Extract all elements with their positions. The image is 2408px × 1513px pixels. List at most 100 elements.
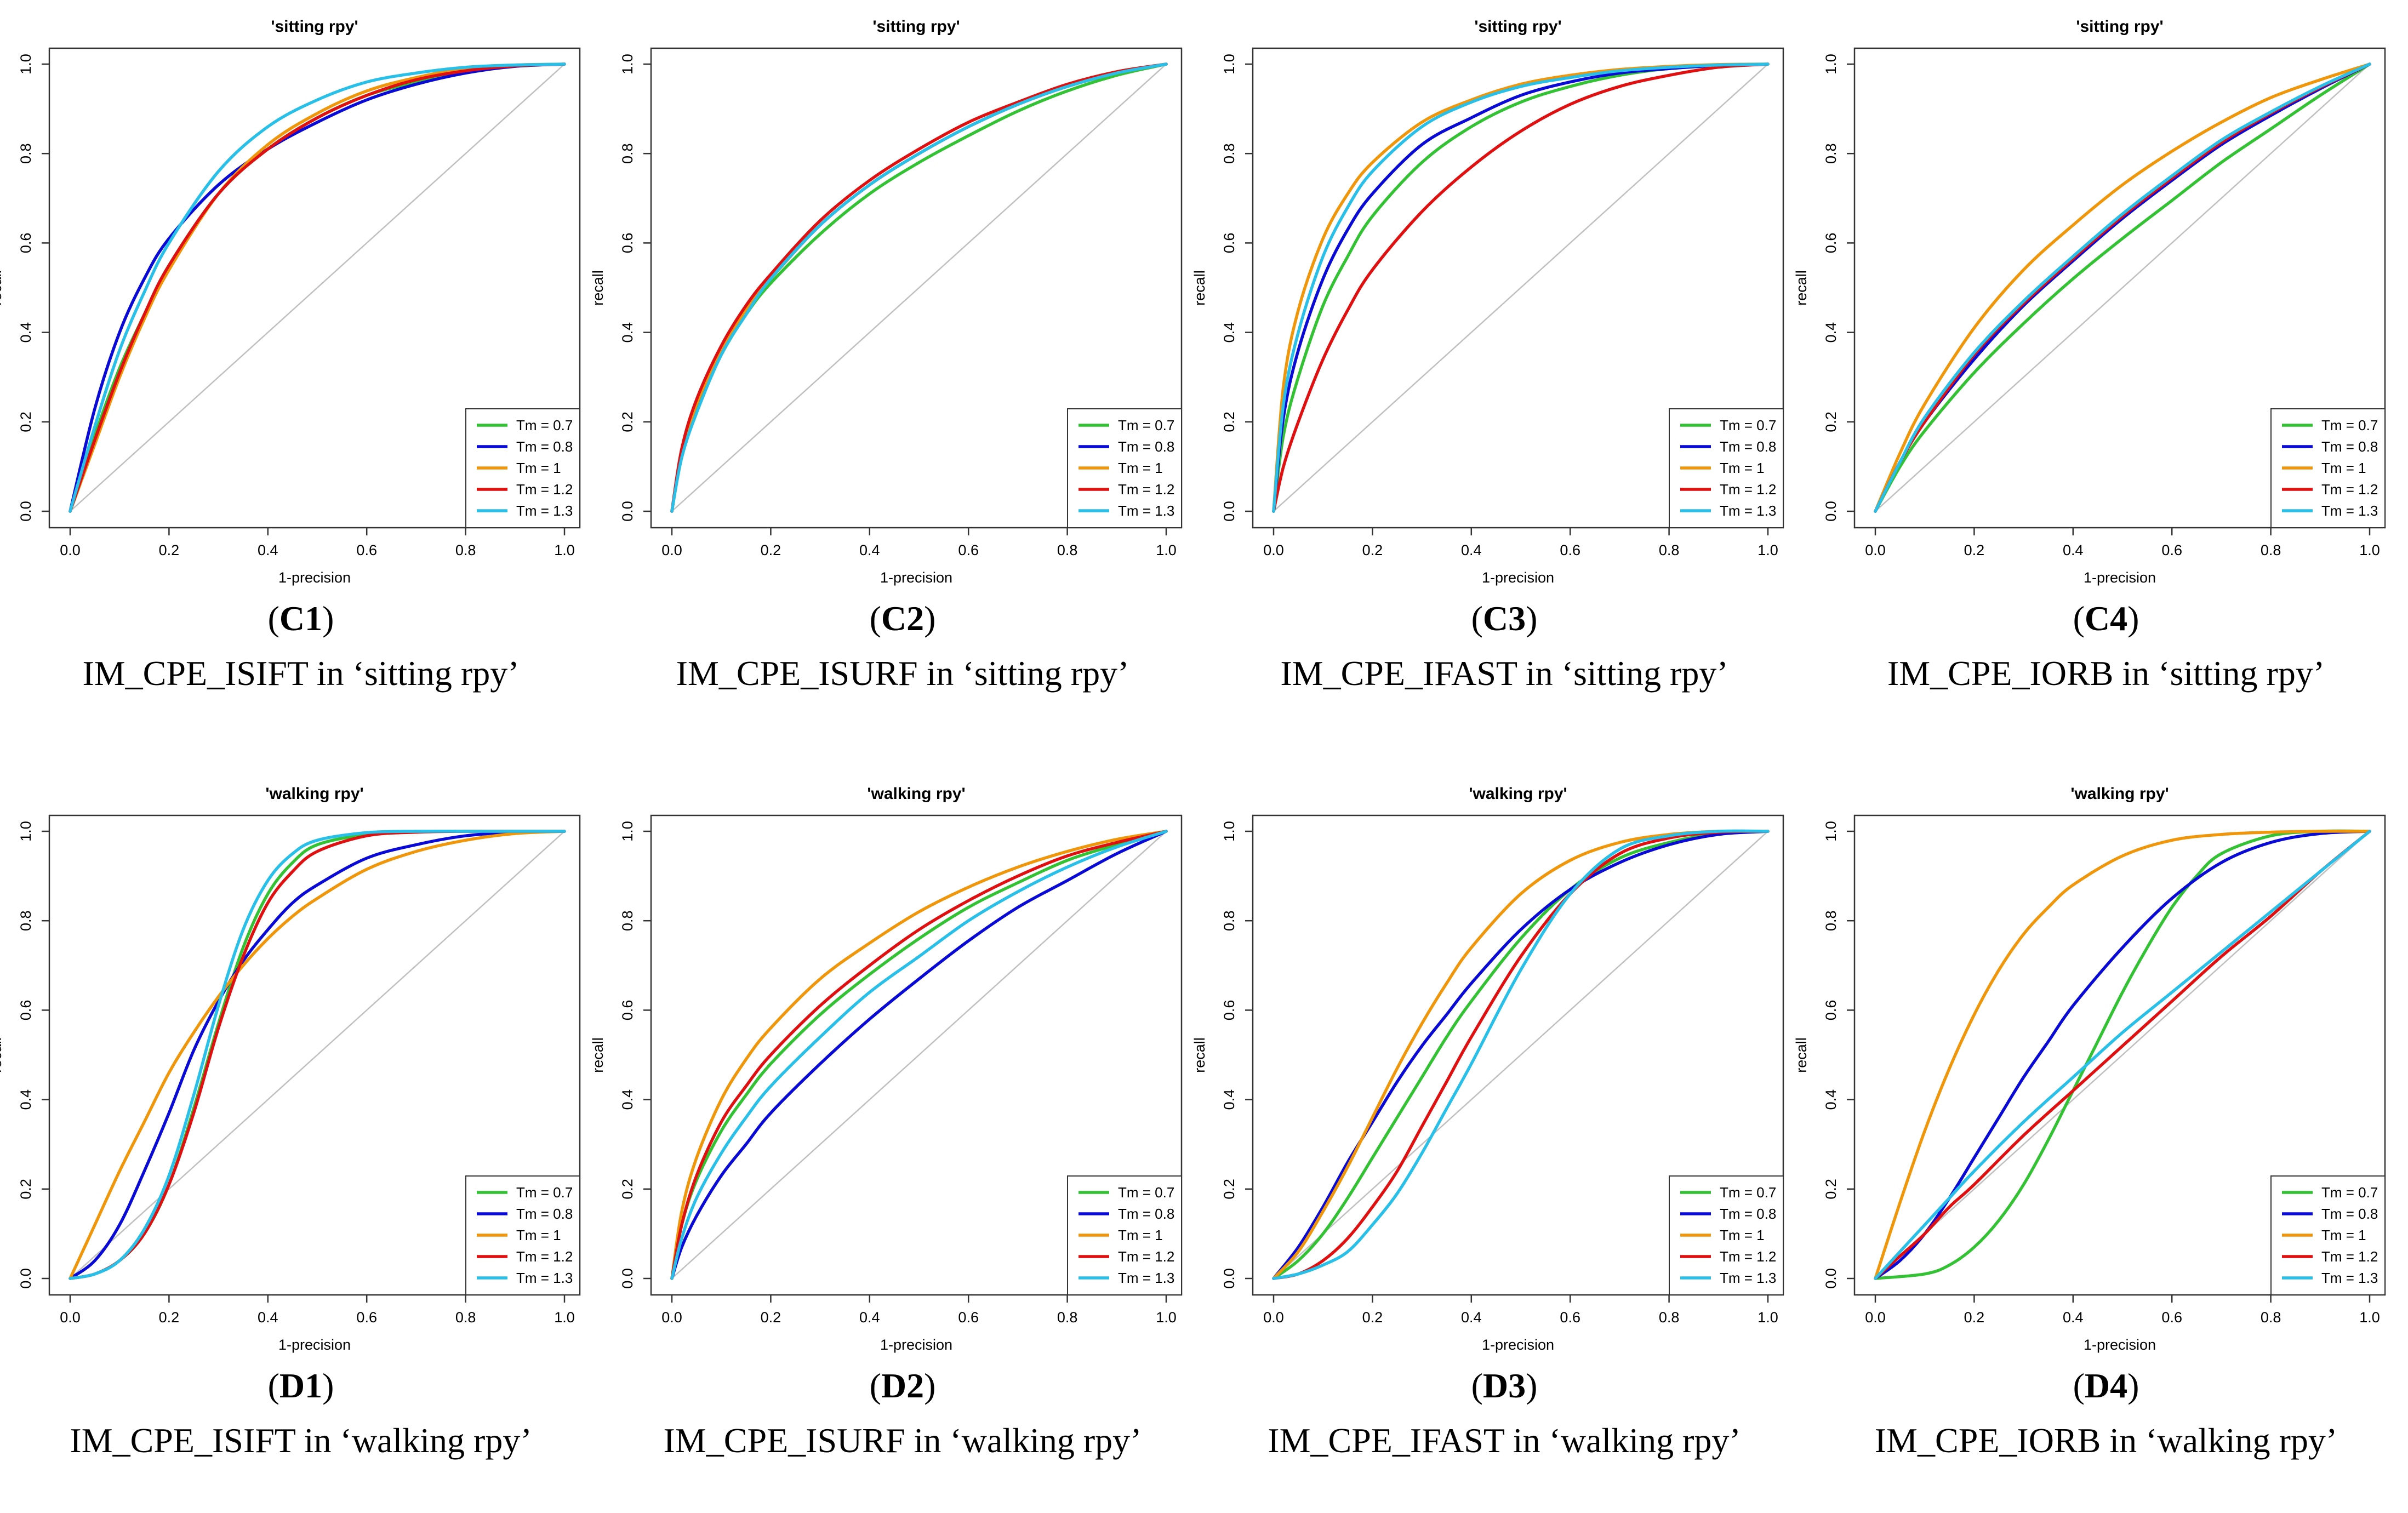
y-tick-label: 0.0: [619, 1268, 636, 1289]
diagonal-line: [671, 831, 1167, 1279]
y-tick-label: 0.4: [1221, 322, 1237, 343]
y-tick-label: 0.8: [18, 143, 34, 164]
legend-label: Tm = 1.3: [2321, 1270, 2378, 1286]
legend-label: Tm = 1: [516, 460, 561, 476]
series-line-tm-1-2: [1874, 830, 2371, 1280]
legend-label: Tm = 1.2: [1720, 481, 1776, 498]
chart-D2: 'walking rpy' 0.0 0.0 0.2 0.2 0.4 0.4 0.6 0.6 0.8…: [590, 785, 1183, 1353]
legend-label: Tm = 0.8: [1720, 1206, 1776, 1222]
series-line-tm-0-8: [1272, 62, 1770, 513]
x-tick-label: 0.0: [1263, 542, 1284, 558]
x-tick-label: 0.4: [859, 542, 880, 558]
legend-label: Tm = 1: [516, 1227, 561, 1243]
x-tick-label: 1.0: [554, 542, 575, 558]
chart-C2: 'sitting rpy' 0.0 0.0 0.2 0.2 0.4 0.4 0.6 0.6 0.8…: [590, 18, 1183, 586]
chart-title: 'sitting rpy': [271, 18, 358, 36]
panel-caption-id-text: D4: [2084, 1366, 2128, 1405]
series-line-tm-1-3: [69, 62, 566, 513]
y-axis-label: recall: [1191, 1037, 1208, 1073]
series-line-tm-1-3: [1272, 62, 1770, 513]
legend-label: Tm = 0.7: [516, 417, 573, 433]
x-tick-label: 0.2: [159, 1309, 180, 1326]
legend-label: Tm = 0.8: [2321, 1206, 2378, 1222]
diagonal-line: [1273, 64, 1768, 512]
x-tick-label: 0.2: [761, 542, 781, 558]
y-tick-label: 0.4: [18, 1089, 34, 1110]
x-tick-label: 0.8: [2261, 1309, 2281, 1326]
chart-D1: 'walking rpy' 0.0 0.0 0.2 0.2 0.4 0.4 0.6 0.6 0.8…: [0, 785, 581, 1353]
legend-label: Tm = 0.7: [2321, 1184, 2378, 1201]
y-axis-label: recall: [0, 1037, 4, 1073]
legend-label: Tm = 0.8: [1720, 438, 1776, 455]
x-axis-label: 1-precision: [1482, 569, 1554, 586]
x-tick-label: 1.0: [1156, 542, 1177, 558]
x-tick-label: 0.6: [2161, 542, 2182, 558]
legend-label: Tm = 1.2: [516, 1248, 573, 1265]
x-tick-label: 0.6: [1560, 542, 1580, 558]
legend-label: Tm = 1.3: [1118, 503, 1174, 519]
y-tick-label: 1.0: [18, 821, 34, 842]
legend-label: Tm = 0.8: [516, 1206, 573, 1222]
legend-label: Tm = 1.3: [2321, 503, 2378, 519]
legend-label: Tm = 1: [1118, 1227, 1163, 1243]
panel-caption: IM_CPE_ISIFT in ‘sitting rpy’: [82, 654, 520, 693]
plot-frame: [48, 47, 581, 529]
x-tick-label: 0.6: [356, 1309, 377, 1326]
panel-caption: IM_CPE_ISIFT in ‘walking rpy’: [70, 1421, 532, 1460]
x-tick-label: 1.0: [2359, 542, 2380, 558]
panel-caption-id: (D4): [2073, 1366, 2139, 1405]
chart-C3: 'sitting rpy' 0.0 0.0 0.2 0.2 0.4 0.4 0.6 0.6 0.8…: [1191, 18, 1784, 586]
y-tick-label: 0.6: [18, 233, 34, 254]
chart-title: 'walking rpy': [265, 785, 363, 803]
x-tick-label: 0.6: [958, 542, 979, 558]
x-tick-label: 0.4: [258, 542, 278, 558]
series-line-tm-1-2: [69, 62, 566, 513]
y-tick-label: 0.8: [18, 910, 34, 931]
y-tick-label: 1.0: [1221, 54, 1237, 75]
y-tick-label: 0.6: [1823, 233, 1839, 254]
chart-title: 'sitting rpy': [872, 18, 960, 36]
x-axis-label: 1-precision: [1482, 1337, 1554, 1353]
panel-caption-id-text: D2: [881, 1366, 925, 1405]
y-tick-label: 0.8: [619, 143, 636, 164]
legend: Tm = 0.7 Tm = 0.8 Tm = 1 Tm = 1.2 Tm = 1.3: [2270, 1175, 2386, 1295]
legend-label: Tm = 0.7: [2321, 417, 2378, 433]
legend-label: Tm = 0.8: [1118, 1206, 1174, 1222]
panel-caption-id-text: C4: [2084, 599, 2128, 638]
legend-label: Tm = 0.8: [1118, 438, 1174, 455]
legend-label: Tm = 0.8: [2321, 438, 2378, 455]
y-tick-label: 0.2: [619, 1179, 636, 1200]
series-line-tm-1-2: [670, 830, 1168, 1280]
legend-label: Tm = 1.3: [1720, 503, 1776, 519]
series-line-tm-1: [1874, 830, 2371, 1280]
legend-label: Tm = 1: [2321, 460, 2366, 476]
x-tick-label: 0.4: [258, 1309, 278, 1326]
panel-caption: IM_CPE_ISURF in ‘walking rpy’: [663, 1421, 1142, 1460]
x-tick-label: 0.6: [2161, 1309, 2182, 1326]
x-tick-label: 0.6: [958, 1309, 979, 1326]
y-axis-label: recall: [1793, 270, 1810, 306]
panel-caption-id-text: C3: [1482, 599, 1526, 638]
series-line-tm-0-8: [1272, 830, 1770, 1280]
x-tick-label: 0.4: [1461, 1309, 1482, 1326]
series-line-tm-1-3: [69, 830, 566, 1280]
x-tick-label: 1.0: [1156, 1309, 1177, 1326]
series-line-tm-0-8: [1874, 830, 2371, 1280]
series-line-tm-0-8: [670, 830, 1168, 1280]
x-tick-label: 0.2: [1362, 1309, 1383, 1326]
series-line-tm-1: [69, 830, 566, 1280]
legend-label: Tm = 1.3: [516, 1270, 573, 1286]
chart-title: 'walking rpy': [1469, 785, 1567, 803]
legend-label: Tm = 0.8: [516, 438, 573, 455]
y-tick-label: 0.2: [1823, 1179, 1839, 1200]
series-line-tm-1: [69, 62, 566, 513]
x-axis-label: 1-precision: [880, 569, 952, 586]
y-axis-label: recall: [0, 270, 4, 306]
y-tick-label: 0.2: [18, 412, 34, 432]
legend-label: Tm = 1: [1118, 460, 1163, 476]
series-line-tm-1-3: [1874, 62, 2371, 513]
y-axis-label: recall: [590, 270, 606, 306]
x-tick-label: 0.2: [761, 1309, 781, 1326]
legend-label: Tm = 1.2: [1118, 1248, 1174, 1265]
y-tick-label: 0.6: [619, 1000, 636, 1021]
